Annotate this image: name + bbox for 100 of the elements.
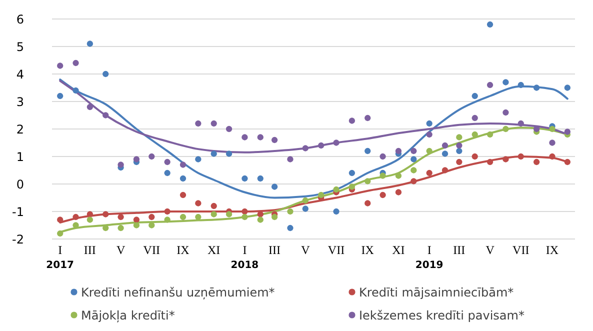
point bbox=[118, 162, 124, 168]
point bbox=[426, 148, 432, 154]
point bbox=[380, 172, 386, 179]
point bbox=[133, 222, 140, 228]
point bbox=[533, 84, 540, 91]
point bbox=[180, 175, 186, 182]
point bbox=[348, 118, 356, 124]
point bbox=[86, 216, 94, 223]
point bbox=[164, 158, 170, 166]
point bbox=[118, 214, 124, 220]
point bbox=[472, 92, 478, 100]
point bbox=[486, 131, 494, 138]
x-tick-label: I 2017 bbox=[46, 243, 74, 271]
point bbox=[518, 82, 524, 88]
point bbox=[502, 109, 509, 116]
point bbox=[287, 208, 294, 215]
point bbox=[57, 62, 64, 69]
point bbox=[364, 114, 371, 122]
point bbox=[395, 172, 402, 179]
point bbox=[242, 214, 248, 220]
x-tick-label: VII bbox=[328, 243, 345, 257]
point bbox=[395, 148, 402, 154]
legend-label: Kredīti nefinanšu uzņēmumiem* bbox=[81, 286, 275, 300]
point bbox=[333, 186, 340, 193]
point bbox=[164, 216, 170, 223]
point bbox=[426, 131, 432, 138]
point bbox=[195, 200, 202, 206]
x-tick-label: III bbox=[453, 243, 466, 257]
point bbox=[195, 156, 202, 162]
point bbox=[210, 202, 217, 210]
point bbox=[271, 136, 278, 144]
point bbox=[72, 214, 79, 220]
point bbox=[549, 140, 556, 146]
y-tick-label: 5 bbox=[16, 40, 24, 54]
point bbox=[242, 134, 248, 140]
legend-label: Iekšzemes kredīti pavisam* bbox=[359, 308, 524, 322]
y-tick-label: 1 bbox=[16, 150, 24, 164]
point bbox=[456, 142, 462, 149]
point bbox=[86, 211, 94, 218]
point bbox=[257, 134, 264, 140]
point bbox=[148, 153, 155, 160]
point bbox=[564, 128, 571, 135]
point bbox=[302, 206, 308, 212]
point bbox=[318, 142, 324, 149]
y-tick-label: -2 bbox=[12, 232, 24, 246]
point bbox=[226, 211, 232, 218]
point bbox=[564, 158, 571, 166]
x-tick-label: V bbox=[486, 243, 495, 257]
point bbox=[164, 208, 170, 215]
point bbox=[210, 211, 217, 218]
point bbox=[348, 184, 356, 190]
point bbox=[180, 162, 186, 168]
point bbox=[57, 92, 64, 100]
point bbox=[72, 60, 79, 66]
y-tick-label: 4 bbox=[16, 68, 24, 82]
point bbox=[164, 170, 170, 176]
legend-label: Mājokļa kredīti* bbox=[81, 308, 175, 322]
point bbox=[102, 112, 109, 118]
x-tick-label: III bbox=[84, 243, 96, 257]
point bbox=[180, 214, 186, 220]
y-tick-label: -1 bbox=[12, 205, 24, 219]
point bbox=[502, 126, 509, 132]
point bbox=[549, 153, 556, 160]
point bbox=[486, 158, 494, 166]
point bbox=[180, 192, 186, 198]
x-tick-label: I 2018 bbox=[230, 243, 259, 271]
point bbox=[287, 224, 294, 232]
point bbox=[410, 167, 417, 174]
point bbox=[486, 21, 494, 28]
point bbox=[57, 230, 64, 237]
point bbox=[442, 167, 448, 174]
x-tick-label: V bbox=[301, 243, 310, 257]
point bbox=[426, 120, 432, 127]
point bbox=[364, 200, 371, 206]
point bbox=[410, 178, 417, 184]
point bbox=[287, 156, 294, 162]
legend-label: Kredīti mājsaimniecībām* bbox=[359, 286, 514, 300]
point bbox=[395, 189, 402, 196]
point bbox=[133, 216, 140, 223]
x-tick-label: VII bbox=[143, 243, 160, 257]
point bbox=[57, 216, 64, 223]
point bbox=[210, 150, 217, 157]
point bbox=[226, 126, 232, 132]
point bbox=[333, 140, 340, 146]
x-tick-label: IX bbox=[546, 243, 559, 257]
point bbox=[86, 40, 94, 47]
point bbox=[302, 145, 308, 152]
point bbox=[518, 153, 524, 160]
x-tick-label: IX bbox=[361, 243, 374, 257]
point bbox=[472, 153, 478, 160]
point bbox=[210, 120, 217, 127]
y-tick-label: 2 bbox=[16, 122, 24, 136]
point bbox=[348, 170, 356, 176]
point bbox=[380, 153, 386, 160]
point bbox=[364, 148, 371, 154]
point bbox=[456, 148, 462, 154]
point bbox=[442, 142, 448, 149]
point bbox=[86, 104, 94, 110]
point bbox=[195, 120, 202, 127]
point bbox=[502, 79, 509, 86]
